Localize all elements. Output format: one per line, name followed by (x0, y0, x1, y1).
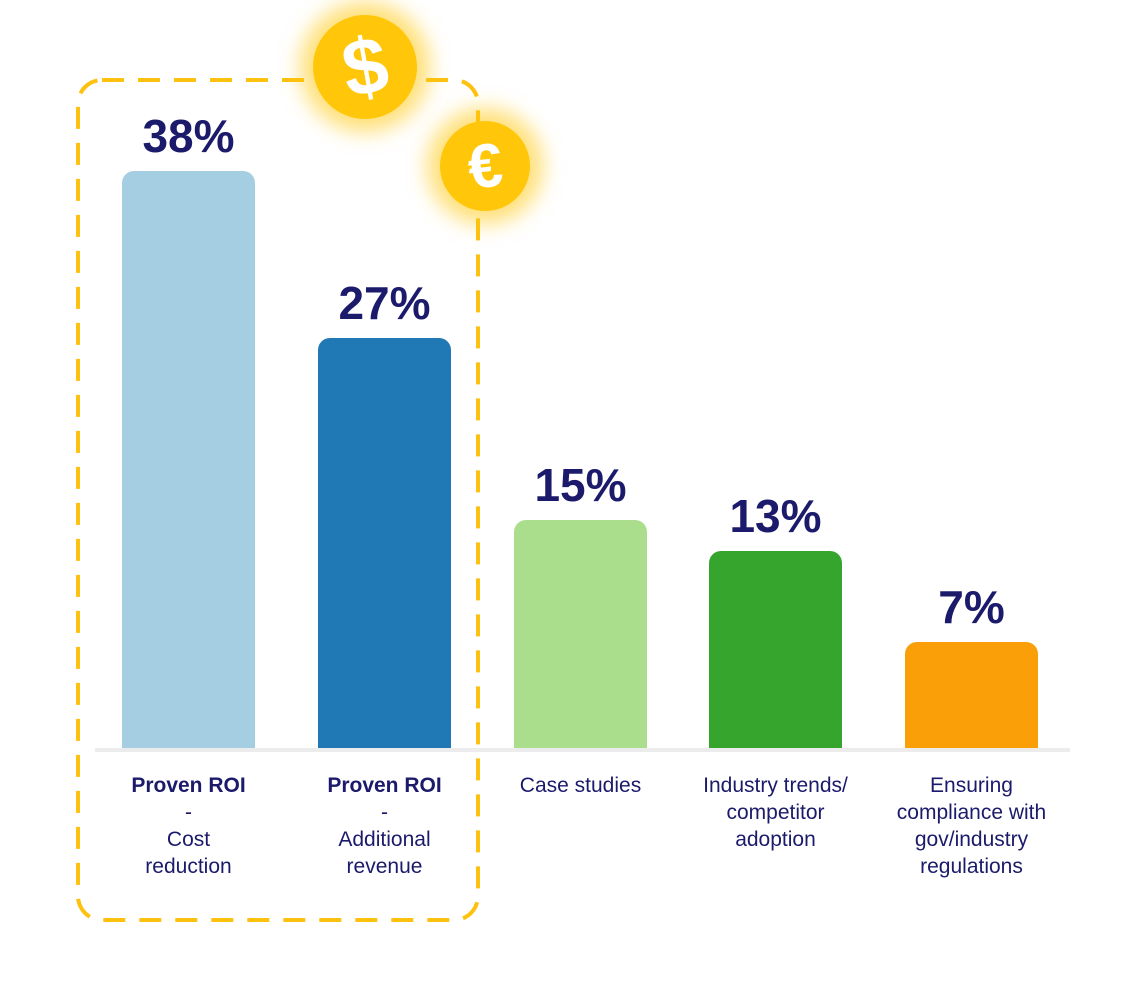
bar (709, 551, 842, 748)
bar-category-label: Proven ROI - Additional revenue (327, 774, 442, 878)
dollar-coin-icon: $ (313, 15, 417, 119)
euro-symbol: € (464, 129, 506, 203)
bar-value-label: 15% (534, 459, 627, 511)
bar-value-label: 13% (729, 490, 822, 542)
bar-category-label: Industry trends/competitor adoption (703, 774, 848, 851)
bar (514, 520, 647, 748)
bar-value-label: 38% (142, 110, 235, 162)
axis-baseline (95, 748, 1070, 752)
dollar-symbol: $ (335, 18, 395, 115)
bar-category-label: Case studies (519, 774, 642, 797)
euro-coin-icon: € (440, 121, 530, 211)
bar (122, 171, 255, 748)
bar-category-label: Proven ROI - Cost reduction (131, 774, 246, 878)
bar (318, 338, 451, 748)
bar (905, 642, 1038, 748)
bar-value-label: 27% (338, 277, 431, 329)
bar-category-label: Ensuring compliance with gov/industry regul… (896, 774, 1047, 878)
bar-value-label: 7% (938, 581, 1005, 633)
